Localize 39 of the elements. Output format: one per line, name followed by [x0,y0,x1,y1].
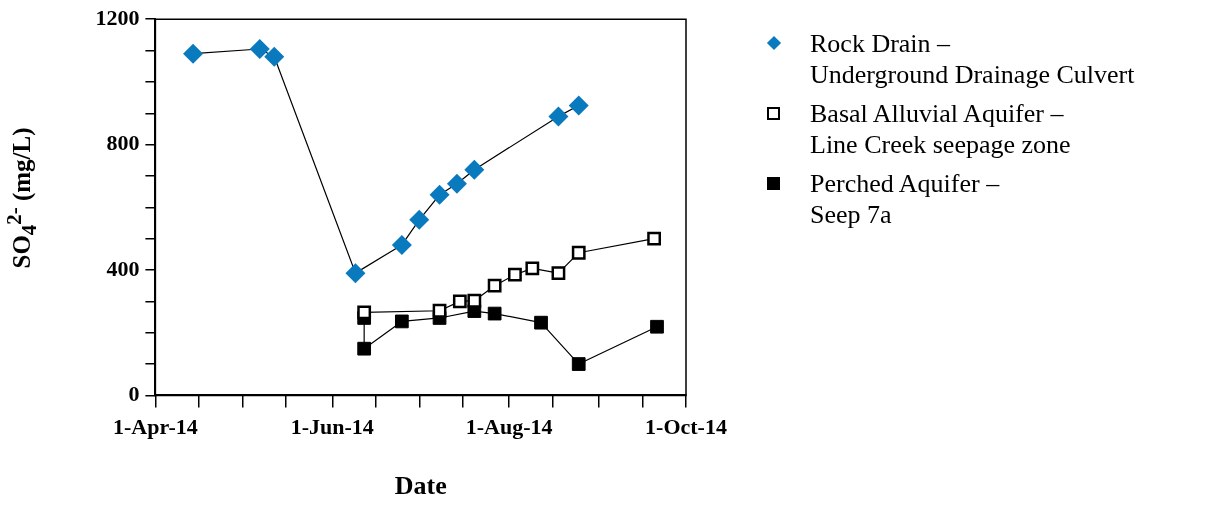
point [429,184,450,205]
point [394,314,409,329]
point [464,159,485,180]
point [452,294,467,309]
point [534,315,548,330]
point [183,43,204,64]
x-tick-label: 1-Jun-14 [290,414,374,440]
x-axis-title: Date [394,471,447,501]
point [249,38,270,59]
point [391,234,412,255]
point [487,306,502,321]
point [357,305,372,320]
y-tick-label: 1200 [95,4,140,30]
legend-label: Perched Aquifer – Seep 7a [810,168,1000,230]
point [409,209,430,230]
point [432,303,447,318]
point [345,263,366,284]
point [571,245,586,260]
point [446,173,467,194]
point [548,106,569,127]
point [357,341,372,356]
legend-label: Basal Alluvial Aquifer – Line Creek seepage zone [810,98,1071,160]
point [551,266,566,281]
point [487,278,502,293]
y-tick-label: 400 [106,255,140,281]
x-tick-label: 1-Aug-14 [465,414,553,440]
point [568,95,589,116]
point [647,231,662,246]
legend-label: Rock Drain – Underground Drainage Culvert [810,28,1135,90]
point [264,46,285,67]
point [571,357,586,371]
x-tick-label: 1-Oct-14 [645,414,727,440]
point [508,267,522,282]
y-tick-label: 800 [106,130,140,156]
point [467,293,482,308]
point [650,319,664,334]
point [525,261,540,276]
x-tick-label: 1-Apr-14 [113,414,198,440]
y-tick-label: 0 [128,381,140,407]
